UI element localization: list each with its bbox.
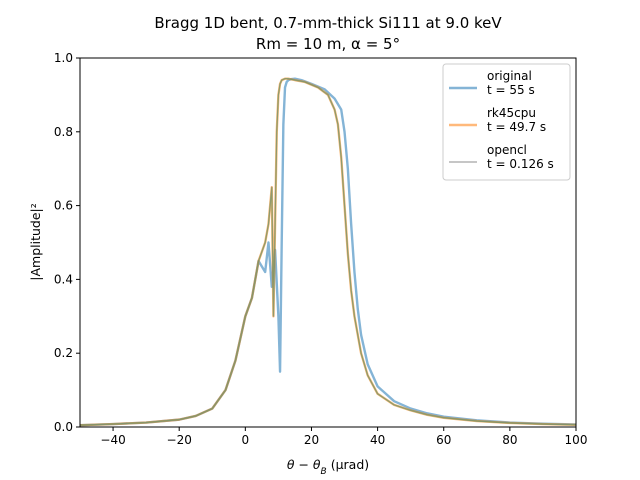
chart-title-line1: Bragg 1D bent, 0.7-mm-thick Si111 at 9.0…	[154, 14, 502, 32]
legend-box	[442, 63, 571, 181]
x-tick-label: −20	[167, 433, 192, 447]
axes-frame	[79, 57, 577, 428]
chart-title: Bragg 1D bent, 0.7-mm-thick Si111 at 9.0…	[154, 14, 502, 53]
y-tick-label: 0.2	[54, 346, 73, 360]
legend-time-original: t = 55 s	[487, 83, 535, 97]
ticks: −40 −20 0 20 40 60 80 100 0.0 0.2 0.4 0.6 0.8 1.0	[54, 51, 588, 447]
y-tick-label: 0.6	[54, 199, 73, 213]
x-tick-label: 0	[242, 433, 250, 447]
legend-time-opencl: t = 0.126 s	[487, 157, 554, 171]
y-tick-label: 1.0	[54, 51, 73, 65]
y-tick-label: 0.0	[54, 420, 73, 434]
legend-label-original: original	[487, 69, 532, 83]
x-axis-label: θ − θB (µrad)	[287, 457, 369, 477]
chart-title-line2: Rm = 10 m, α = 5°	[256, 35, 400, 53]
y-axis-label: |Amplitude|²	[28, 203, 43, 281]
series-line-opencl	[80, 78, 576, 426]
x-tick-label: 20	[304, 433, 319, 447]
axes	[79, 57, 577, 428]
x-tick-label: 60	[436, 433, 451, 447]
x-tick-label: −40	[100, 433, 125, 447]
y-tick-label: 0.8	[54, 125, 73, 139]
y-tick-label: 0.4	[54, 272, 73, 286]
series-overlap-line	[80, 77, 576, 426]
legend-time-rk45cpu: t = 49.7 s	[487, 120, 546, 134]
x-axis-label-sub: B	[321, 467, 327, 477]
x-axis-label-unit: (µrad)	[327, 457, 369, 472]
x-tick-label: 40	[370, 433, 385, 447]
legend-label-opencl: opencl	[487, 143, 527, 157]
x-axis-label-main: θ − θ	[287, 457, 321, 472]
x-tick-label: 100	[565, 433, 588, 447]
plot-area	[80, 77, 576, 427]
legend-label-rk45cpu: rk45cpu	[487, 106, 536, 120]
x-tick-label: 80	[502, 433, 517, 447]
